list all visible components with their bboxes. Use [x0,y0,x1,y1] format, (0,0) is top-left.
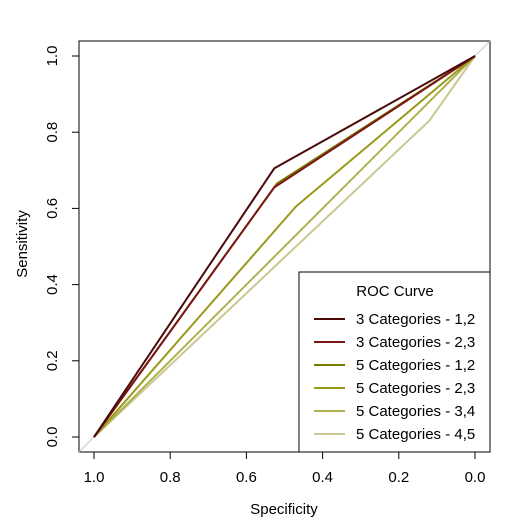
y-tick-label: 0.6 [44,198,61,219]
legend-label: 5 Categories - 4,5 [356,426,475,443]
series-line [93,55,476,438]
y-tick-label: 1.0 [44,46,61,67]
legend-item: 5 Categories - 4,5 [314,426,475,443]
legend: ROC Curve 3 Categories - 1,23 Categories… [298,271,491,453]
x-tick-label: 0.4 [312,469,333,486]
legend-item: 3 Categories - 1,2 [314,311,475,328]
legend-label: 3 Categories - 1,2 [356,311,475,328]
legend-item: 3 Categories - 2,3 [314,334,475,351]
legend-item: 5 Categories - 1,2 [314,357,475,374]
legend-label: 5 Categories - 1,2 [356,357,475,374]
series-line [93,55,476,438]
x-tick-label: 0.6 [236,469,257,486]
y-axis-label: Sensitivity [14,210,31,278]
legend-item: 5 Categories - 3,4 [314,403,475,420]
y-axis: 0.0 0.2 0.4 0.6 0.8 1.0 [44,46,80,448]
x-tick-label: 0.0 [465,469,486,486]
x-axis-label: Specificity [250,501,318,518]
series-line [93,55,476,438]
x-axis: 1.0 0.8 0.6 0.4 0.2 0.0 [84,451,486,486]
legend-label: 3 Categories - 2,3 [356,334,475,351]
y-tick-label: 0.0 [44,427,61,448]
legend-item: 5 Categories - 2,3 [314,380,475,397]
legend-items: 3 Categories - 1,2 3 Categories - 2,3 5 Ca… [314,311,475,443]
legend-label: 5 Categories - 3,4 [356,403,475,420]
legend-box [298,271,491,453]
legend-label: 5 Categories - 2,3 [356,380,475,397]
legend-title: ROC Curve [356,283,434,300]
series-line [93,55,476,438]
y-tick-label: 0.8 [44,122,61,143]
series-line [93,55,476,438]
series-layer [93,55,476,438]
x-tick-label: 0.8 [160,469,181,486]
y-tick-label: 0.2 [44,350,61,371]
x-tick-label: 1.0 [84,469,105,486]
x-tick-label: 0.2 [388,469,409,486]
y-tick-label: 0.4 [44,274,61,295]
